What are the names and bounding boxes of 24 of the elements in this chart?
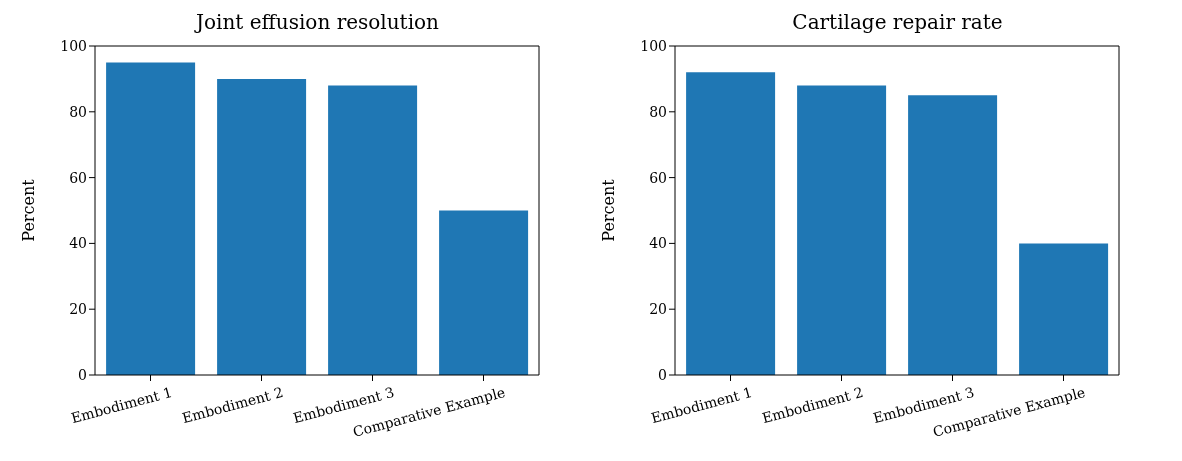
y-tick-label: 60 [649,169,667,186]
bar [106,62,196,375]
y-tick-label: 40 [649,235,667,252]
y-tick-label: 0 [78,366,87,383]
y-axis-title: Percent [18,178,38,242]
y-tick-label: 100 [640,37,667,54]
bar [217,78,307,375]
y-tick-label: 40 [69,235,87,252]
bar [328,85,418,375]
y-tick-label: 100 [60,37,87,54]
bar [439,210,529,375]
y-tick-label: 0 [658,366,667,383]
y-tick-label: 20 [69,301,87,318]
y-axis-title: Percent [598,178,618,242]
y-tick-label: 60 [69,169,87,186]
bar [686,72,776,375]
bar [908,95,998,375]
y-tick-label: 80 [649,103,667,120]
y-tick-label: 20 [649,301,667,318]
y-tick-label: 80 [69,103,87,120]
chart-title: Cartilage repair rate [791,10,1004,34]
bar [797,85,887,375]
bar [1019,243,1109,375]
chart-title: Joint effusion resolution [193,10,440,34]
